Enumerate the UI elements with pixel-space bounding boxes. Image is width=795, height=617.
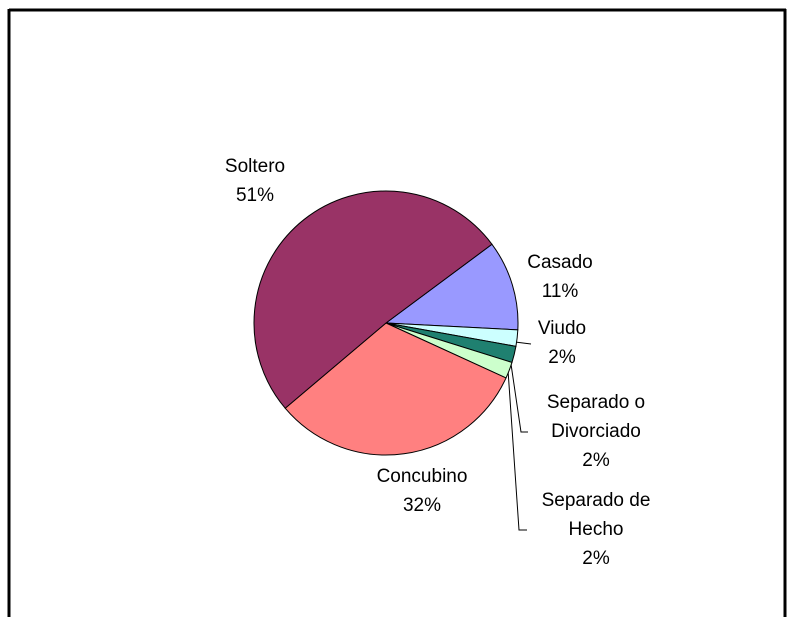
leader-line (510, 363, 528, 433)
label-line: Viudo (538, 318, 586, 339)
leader-line (507, 369, 527, 531)
label-line: Concubino (377, 466, 468, 487)
value-label: 11% (542, 281, 579, 302)
value-label: 51% (236, 185, 274, 206)
category-label: Viudo (538, 318, 586, 339)
category-label: Separado o Divorciado (547, 392, 645, 442)
pie-slice (384, 243, 519, 331)
leader-line (514, 341, 532, 345)
value-label: 2% (548, 347, 576, 368)
label-line: Hecho (569, 519, 624, 540)
category-label: Concubino (377, 466, 468, 487)
pie-slice (253, 190, 493, 409)
label-line: Divorciado (551, 421, 641, 442)
category-label: Casado (527, 252, 593, 273)
label-line: Separado o (547, 392, 645, 413)
label-line: Soltero (225, 156, 285, 177)
pie-slice (284, 322, 507, 456)
category-label: Soltero (225, 156, 285, 177)
category-label: Separado de Hecho (542, 490, 651, 540)
value-label: 32% (403, 495, 441, 516)
value-label: 2% (582, 548, 610, 569)
value-label: 2% (582, 450, 610, 471)
label-line: Separado de (542, 490, 651, 511)
label-line: Casado (527, 252, 593, 273)
